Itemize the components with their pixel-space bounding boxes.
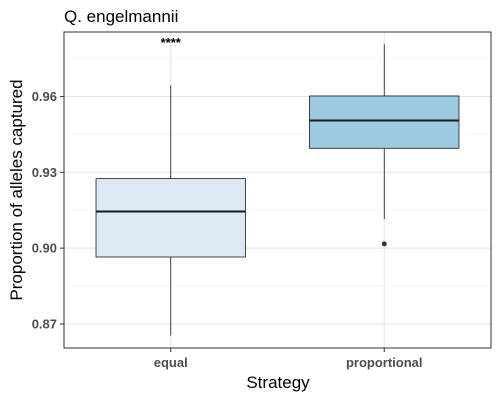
y-axis-title: Proportion of alleles captured bbox=[7, 79, 26, 300]
x-tick-label-proportional: proportional bbox=[346, 355, 423, 370]
y-tick-label: 0.96 bbox=[32, 89, 57, 104]
plot-border bbox=[63, 31, 492, 349]
y-tick-label: 0.87 bbox=[32, 316, 57, 331]
plot-area: **** 0.87 0.90 0.93 0.96 equal proportional bbox=[32, 31, 492, 370]
y-tick-label: 0.90 bbox=[32, 241, 57, 256]
x-tick-label-equal: equal bbox=[154, 355, 188, 370]
x-axis-title: Strategy bbox=[246, 373, 310, 392]
outlier-point bbox=[381, 241, 387, 247]
box-equal bbox=[95, 178, 246, 258]
significance-annotation: **** bbox=[161, 35, 182, 50]
box-proportional bbox=[309, 95, 460, 149]
chart-title: Q. engelmannii bbox=[64, 7, 178, 26]
y-tick-label: 0.93 bbox=[32, 165, 57, 180]
